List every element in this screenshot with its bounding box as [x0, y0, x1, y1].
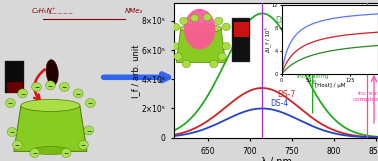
Circle shape: [30, 148, 40, 157]
Text: DS-10: DS-10: [275, 16, 298, 25]
Circle shape: [12, 140, 22, 149]
Circle shape: [46, 81, 55, 90]
Circle shape: [85, 99, 95, 108]
Circle shape: [84, 126, 93, 135]
Circle shape: [7, 128, 17, 137]
Text: −: −: [32, 150, 37, 156]
X-axis label: λ / nm: λ / nm: [261, 157, 293, 161]
Circle shape: [73, 89, 83, 98]
FancyBboxPatch shape: [7, 82, 23, 93]
Ellipse shape: [180, 24, 222, 33]
Text: −: −: [88, 100, 93, 106]
Circle shape: [6, 99, 15, 108]
Text: DS-7: DS-7: [277, 90, 296, 99]
Polygon shape: [14, 106, 87, 151]
Ellipse shape: [46, 60, 58, 85]
Circle shape: [171, 23, 180, 31]
Circle shape: [180, 17, 188, 25]
Text: −: −: [8, 100, 13, 106]
Text: NMe₂: NMe₂: [125, 8, 143, 14]
Text: DS-4: DS-4: [271, 99, 289, 108]
Text: Increasing
complexation: Increasing complexation: [353, 91, 378, 102]
Circle shape: [174, 53, 182, 60]
Y-axis label: I_f / arb. unit: I_f / arb. unit: [131, 44, 140, 98]
X-axis label: [Host] / μM: [Host] / μM: [314, 83, 345, 88]
Text: −: −: [86, 128, 91, 133]
FancyBboxPatch shape: [5, 61, 24, 93]
Text: C₂H₅N⁺: C₂H₅N⁺: [31, 8, 56, 14]
Circle shape: [222, 23, 231, 31]
Circle shape: [170, 43, 179, 50]
Circle shape: [218, 53, 226, 60]
Polygon shape: [177, 29, 225, 62]
Text: −: −: [76, 91, 81, 96]
Circle shape: [59, 82, 69, 91]
Text: Increasing
DS: Increasing DS: [296, 74, 329, 85]
Circle shape: [182, 60, 191, 68]
Ellipse shape: [31, 147, 70, 155]
FancyBboxPatch shape: [234, 22, 249, 37]
Circle shape: [61, 148, 71, 157]
Circle shape: [222, 43, 231, 50]
Circle shape: [79, 140, 88, 149]
Text: −: −: [48, 83, 53, 88]
Ellipse shape: [184, 9, 215, 50]
Circle shape: [203, 14, 211, 21]
Circle shape: [210, 60, 218, 68]
Text: ~~~~~: ~~~~~: [48, 11, 74, 16]
Text: −: −: [20, 91, 25, 96]
Circle shape: [191, 14, 199, 22]
Text: −: −: [64, 150, 69, 156]
Text: −: −: [9, 129, 15, 135]
Text: −: −: [81, 142, 86, 147]
Text: −: −: [62, 84, 67, 90]
Text: −: −: [15, 142, 20, 147]
Y-axis label: ΔI_f / 10⁵: ΔI_f / 10⁵: [265, 27, 271, 52]
Circle shape: [18, 89, 28, 98]
FancyBboxPatch shape: [232, 18, 250, 62]
Circle shape: [215, 17, 223, 25]
Ellipse shape: [21, 99, 80, 112]
Text: −: −: [34, 84, 39, 90]
Circle shape: [32, 82, 41, 91]
